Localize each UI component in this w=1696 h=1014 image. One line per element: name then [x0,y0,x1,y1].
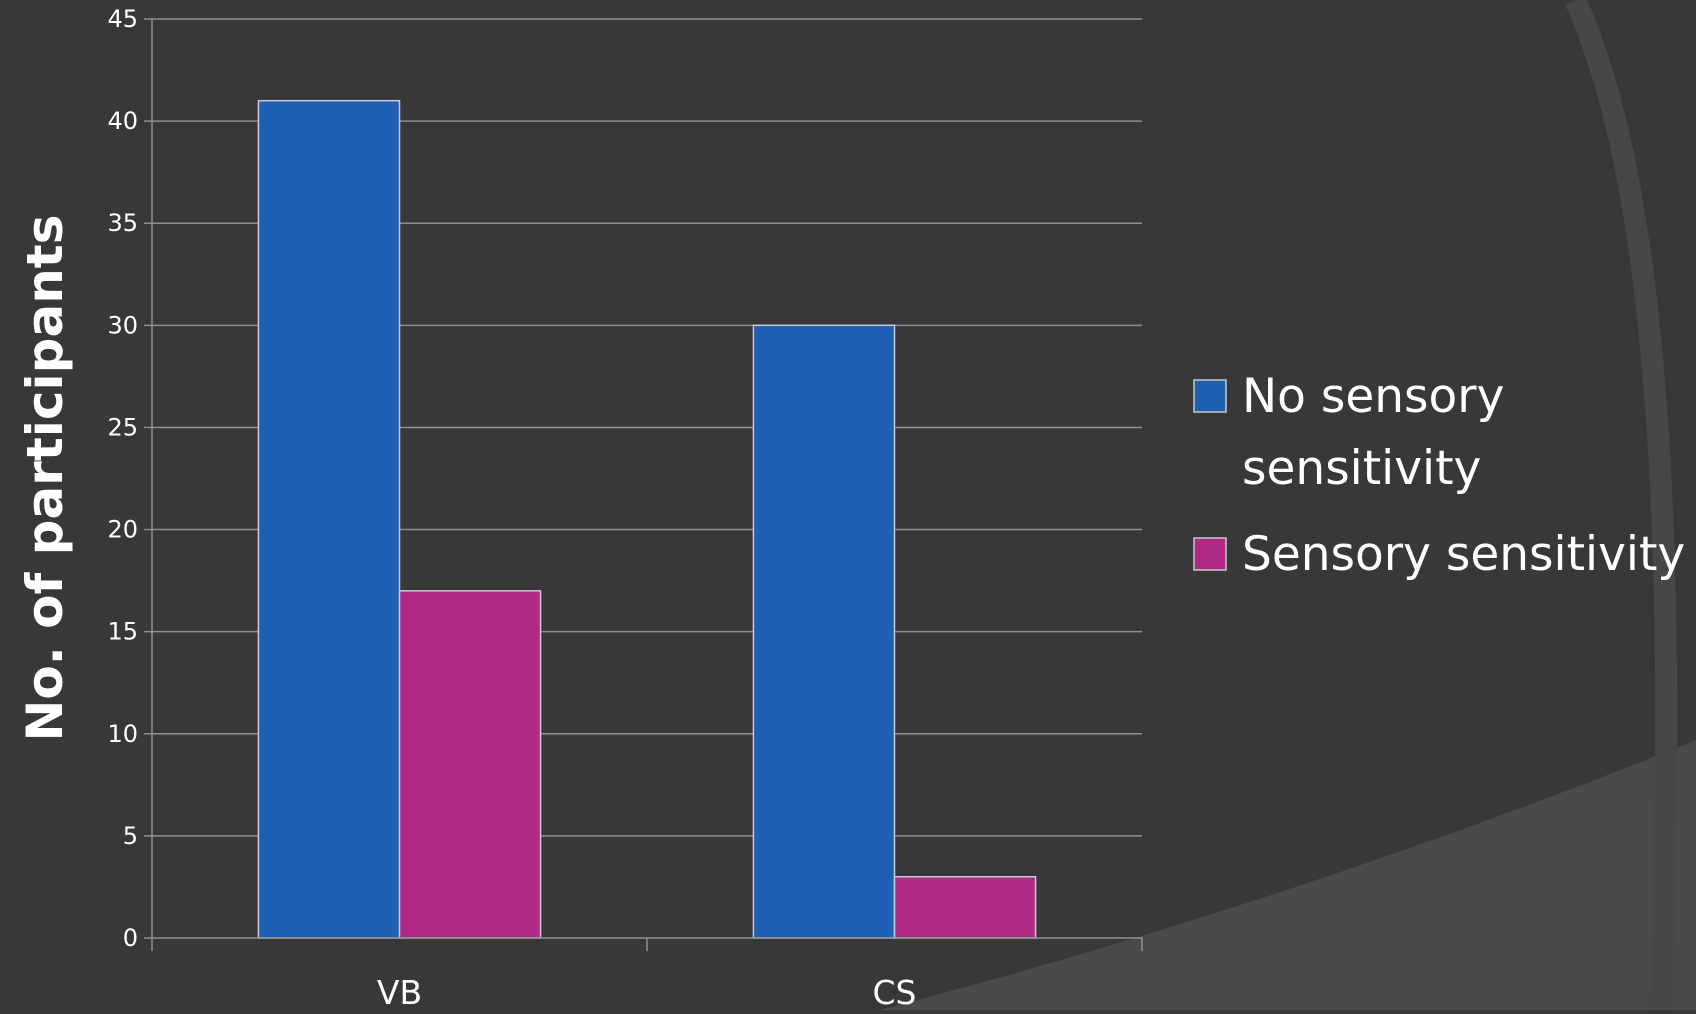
legend-swatch-sensory-sensitivity [1193,537,1227,571]
y-tick-label: 10 [107,720,138,748]
bar-vb-series-2 [398,590,542,939]
background-decoration [880,0,1696,1011]
x-tick-label-vb: VB [377,973,422,1010]
x-tick-label-cs: CS [873,973,917,1010]
legend: No sensory sensitivity Sensory sensitivi… [1193,369,1685,582]
y-tick-label: 15 [107,618,138,646]
y-axis-ticks: 0 5 10 15 20 25 30 35 40 45 [107,5,152,952]
legend-label-sensory-sensitivity: Sensory sensitivity [1242,527,1685,582]
y-tick-label: 45 [107,5,138,33]
background-arc-lower [880,740,1696,1010]
bar-cs-series-2 [893,875,1037,939]
y-tick-label: 25 [107,413,138,441]
bar-cs-series-1 [752,324,896,939]
x-axis-ticks: VB CS [151,938,1143,1012]
bar-vb-series-1 [257,99,401,939]
y-tick-label: 20 [107,516,138,544]
y-tick-label: 35 [107,209,138,237]
legend-label-no-sensory-sensitivity-line2: sensitivity [1242,441,1481,496]
y-tick-label: 30 [107,311,138,339]
y-tick-label: 40 [107,107,138,135]
bars [257,99,1037,939]
y-axis-label: No. of participants [16,215,74,742]
legend-swatch-no-sensory-sensitivity [1193,379,1227,413]
y-tick-label: 0 [123,924,138,952]
background-arc-right [1565,0,1678,1011]
legend-label-no-sensory-sensitivity-line1: No sensory [1242,369,1504,424]
y-tick-label: 5 [123,822,138,850]
